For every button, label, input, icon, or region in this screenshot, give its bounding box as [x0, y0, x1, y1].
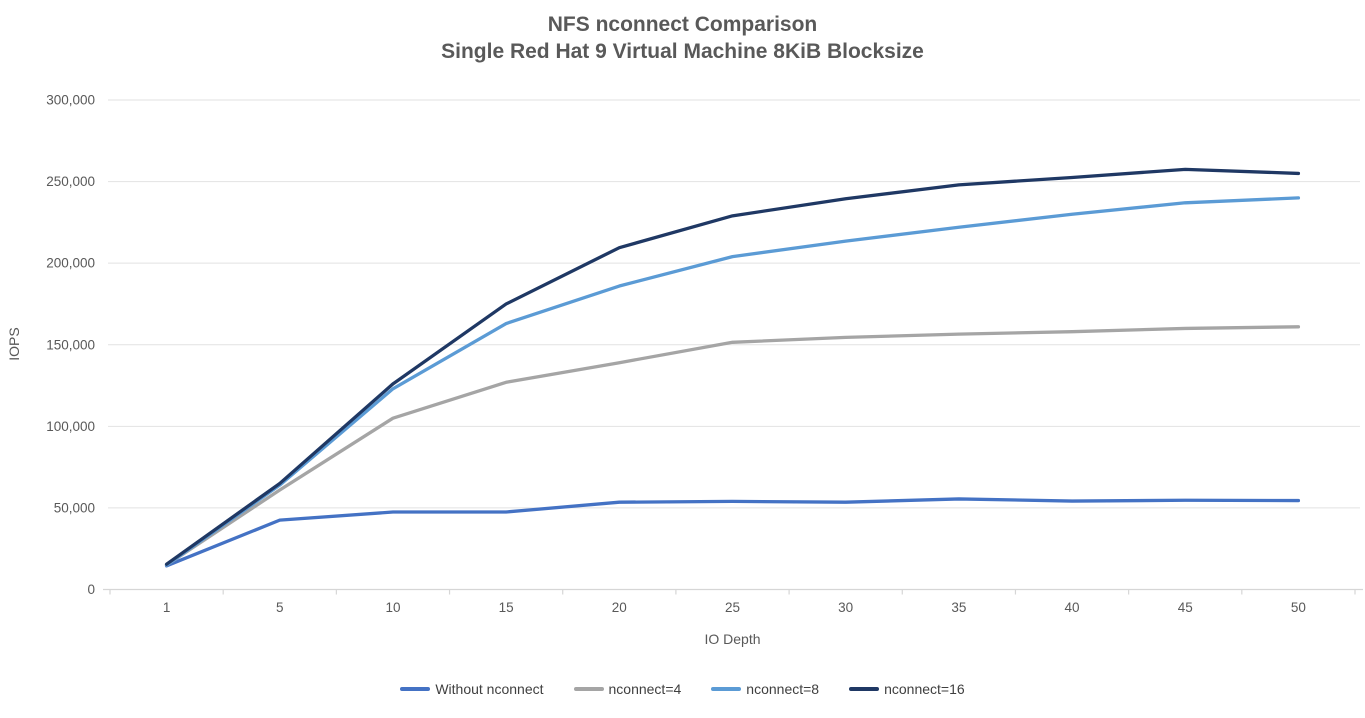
legend-swatch-without-nconnect	[400, 687, 431, 691]
x-tick-label: 40	[1065, 600, 1080, 615]
x-tick-label: 5	[276, 600, 284, 615]
legend-label: nconnect=8	[746, 681, 820, 697]
x-tick-label: 25	[725, 600, 740, 615]
x-tick-label: 45	[1178, 600, 1193, 615]
y-tick-label: 200,000	[46, 256, 95, 271]
series-line-without-nconnect	[164, 497, 1301, 568]
legend-swatch-nconnect-8	[711, 687, 742, 691]
chart-title-block: NFS nconnect Comparison Single Red Hat 9…	[0, 11, 1365, 65]
y-tick-label: 0	[87, 582, 95, 597]
legend-item-nconnect-16: nconnect=16	[849, 681, 965, 697]
x-tick-label: 30	[838, 600, 853, 615]
y-tick-label: 50,000	[54, 500, 95, 515]
x-tick-label: 20	[612, 600, 627, 615]
legend: Without nconnect nconnect=4 nconnect=8 ncon…	[0, 681, 1365, 697]
chart-title: NFS nconnect Comparison	[547, 13, 818, 36]
chart-subtitle: Single Red Hat 9 Virtual Machine 8KiB Bl…	[441, 40, 924, 63]
legend-label: nconnect=16	[884, 681, 965, 697]
y-tick-label: 300,000	[46, 93, 95, 108]
x-tick-label: 50	[1291, 600, 1306, 615]
x-axis-title: IO Depth	[704, 631, 761, 647]
series-line-nconnect-8	[164, 196, 1301, 567]
series-line-nconnect-4	[164, 325, 1301, 567]
y-tick-label: 150,000	[46, 337, 95, 352]
x-tick-label: 15	[499, 600, 514, 615]
legend-item-nconnect-4: nconnect=4	[573, 681, 682, 697]
legend-label: nconnect=4	[608, 681, 682, 697]
legend-swatch-nconnect-4	[573, 687, 604, 691]
legend-label: Without nconnect	[435, 681, 544, 697]
legend-swatch-nconnect-16	[849, 687, 880, 691]
y-axis-title: IOPS	[6, 327, 22, 361]
legend-item-without-nconnect: Without nconnect	[400, 681, 544, 697]
y-tick-label: 250,000	[46, 174, 95, 189]
x-tick-label: 10	[385, 600, 400, 615]
legend-item-nconnect-8: nconnect=8	[711, 681, 819, 697]
x-tick-label: 1	[163, 600, 171, 615]
x-tick-label: 35	[951, 600, 966, 615]
y-tick-label: 100,000	[46, 419, 95, 434]
series-line-nconnect-16	[164, 167, 1301, 566]
